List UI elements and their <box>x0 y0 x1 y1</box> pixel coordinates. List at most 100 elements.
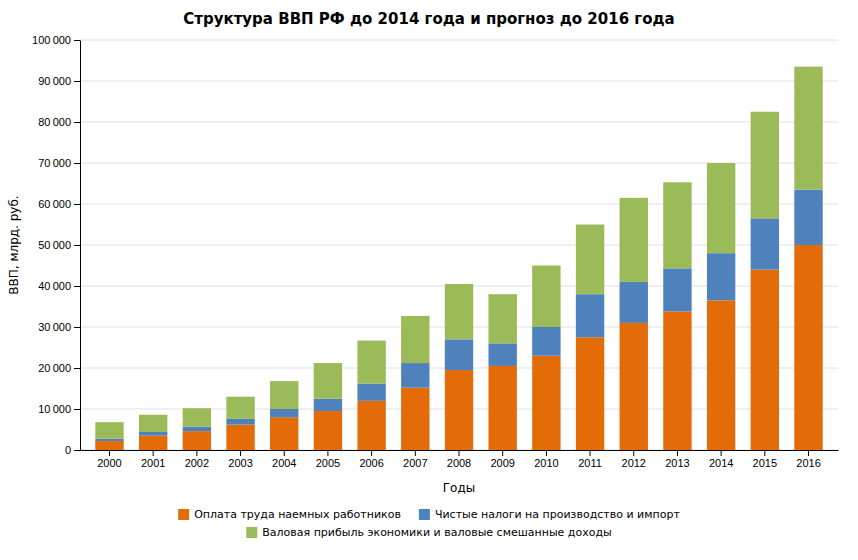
bar <box>95 439 123 441</box>
x-tick: 2010 <box>534 450 558 469</box>
grid-line <box>80 122 838 123</box>
bar <box>488 343 516 366</box>
y-tick-label: 0 <box>65 444 71 456</box>
y-tick-label: 10 000 <box>38 403 71 415</box>
bar <box>576 337 604 450</box>
y-tick: 30 000 <box>38 321 80 333</box>
y-tick-label: 90 000 <box>38 75 71 87</box>
x-tick-mark <box>459 450 460 456</box>
x-tick: 2013 <box>665 450 689 469</box>
legend-label: Чистые налоги на производство и импорт <box>435 508 681 521</box>
bar <box>488 294 516 343</box>
bar <box>445 370 473 450</box>
bar <box>183 408 211 426</box>
bar <box>226 425 254 450</box>
bar <box>270 409 298 417</box>
x-tick-mark <box>721 450 722 456</box>
x-tick: 2000 <box>97 450 121 469</box>
x-tick-label: 2005 <box>316 457 340 469</box>
bar <box>401 363 429 388</box>
x-axis-title: Годы <box>443 481 475 495</box>
x-tick-mark <box>633 450 634 456</box>
y-tick-label: 50 000 <box>38 239 71 251</box>
x-tick-mark <box>371 450 372 456</box>
bar <box>139 436 167 450</box>
y-tick-label: 70 000 <box>38 157 71 169</box>
y-tick-mark <box>74 368 80 369</box>
bar <box>620 198 648 282</box>
y-axis: 010 00020 00030 00040 00050 00060 00070 … <box>32 34 80 456</box>
y-tick: 40 000 <box>38 280 80 292</box>
x-tick-label: 2016 <box>796 457 820 469</box>
x-tick: 2001 <box>141 450 165 469</box>
x-tick-label: 2010 <box>534 457 558 469</box>
bar <box>314 411 342 450</box>
x-tick: 2009 <box>490 450 514 469</box>
x-tick: 2014 <box>709 450 733 469</box>
bar <box>95 441 123 450</box>
x-tick-label: 2003 <box>228 457 252 469</box>
x-tick-label: 2015 <box>753 457 777 469</box>
x-tick-mark <box>590 450 591 456</box>
bar <box>139 415 167 432</box>
x-tick-mark <box>109 450 110 456</box>
bar <box>663 268 691 311</box>
x-tick-mark <box>808 450 809 456</box>
x-tick: 2003 <box>228 450 252 469</box>
legend-item: Чистые налоги на производство и импорт <box>419 508 681 521</box>
legend-swatch <box>178 509 189 520</box>
y-tick-mark <box>74 204 80 205</box>
bar <box>401 316 429 363</box>
bar <box>794 245 822 450</box>
bar <box>620 323 648 450</box>
legend-item: Оплата труда наемных работников <box>178 508 401 521</box>
y-tick: 80 000 <box>38 116 80 128</box>
x-tick-label: 2004 <box>272 457 296 469</box>
x-tick: 2005 <box>316 450 340 469</box>
bars <box>95 67 822 450</box>
y-tick-mark <box>74 409 80 410</box>
legend-swatch <box>246 527 257 538</box>
bar <box>751 218 779 269</box>
x-tick: 2015 <box>753 450 777 469</box>
x-tick: 2012 <box>622 450 646 469</box>
grid <box>80 40 838 450</box>
legend-label: Валовая прибыль экономики и валовые смеш… <box>262 526 611 539</box>
bar <box>620 282 648 323</box>
bar <box>95 422 123 438</box>
bar <box>663 311 691 450</box>
y-tick: 90 000 <box>38 75 80 87</box>
chart: 2000200120022003200420052006200720082009… <box>0 0 858 560</box>
x-tick-mark <box>415 450 416 456</box>
y-tick-mark <box>74 163 80 164</box>
x-tick-label: 2000 <box>97 457 121 469</box>
y-tick-label: 40 000 <box>38 280 71 292</box>
x-tick: 2008 <box>447 450 471 469</box>
grid-line <box>80 81 838 82</box>
bar <box>401 388 429 450</box>
x-tick: 2011 <box>578 450 602 469</box>
y-tick-mark <box>74 450 80 451</box>
legend: Оплата труда наемных работников Чистые на… <box>178 508 680 539</box>
x-tick-label: 2011 <box>578 457 602 469</box>
x-tick-label: 2014 <box>709 457 733 469</box>
x-tick: 2002 <box>185 450 209 469</box>
x-tick-label: 2009 <box>490 457 514 469</box>
y-tick: 0 <box>65 444 80 456</box>
bar <box>576 225 604 295</box>
bar <box>183 427 211 432</box>
bar <box>270 381 298 409</box>
y-tick-mark <box>74 286 80 287</box>
bar <box>226 397 254 419</box>
bar <box>532 356 560 450</box>
y-tick-label: 80 000 <box>38 116 71 128</box>
bar <box>139 432 167 436</box>
y-tick: 70 000 <box>38 157 80 169</box>
y-tick-mark <box>74 245 80 246</box>
y-tick-label: 30 000 <box>38 321 71 333</box>
x-tick: 2006 <box>359 450 383 469</box>
x-tick-label: 2008 <box>447 457 471 469</box>
x-tick-label: 2006 <box>359 457 383 469</box>
y-axis-title: ВВП, млрд. руб. <box>7 195 21 294</box>
bar <box>707 163 735 253</box>
